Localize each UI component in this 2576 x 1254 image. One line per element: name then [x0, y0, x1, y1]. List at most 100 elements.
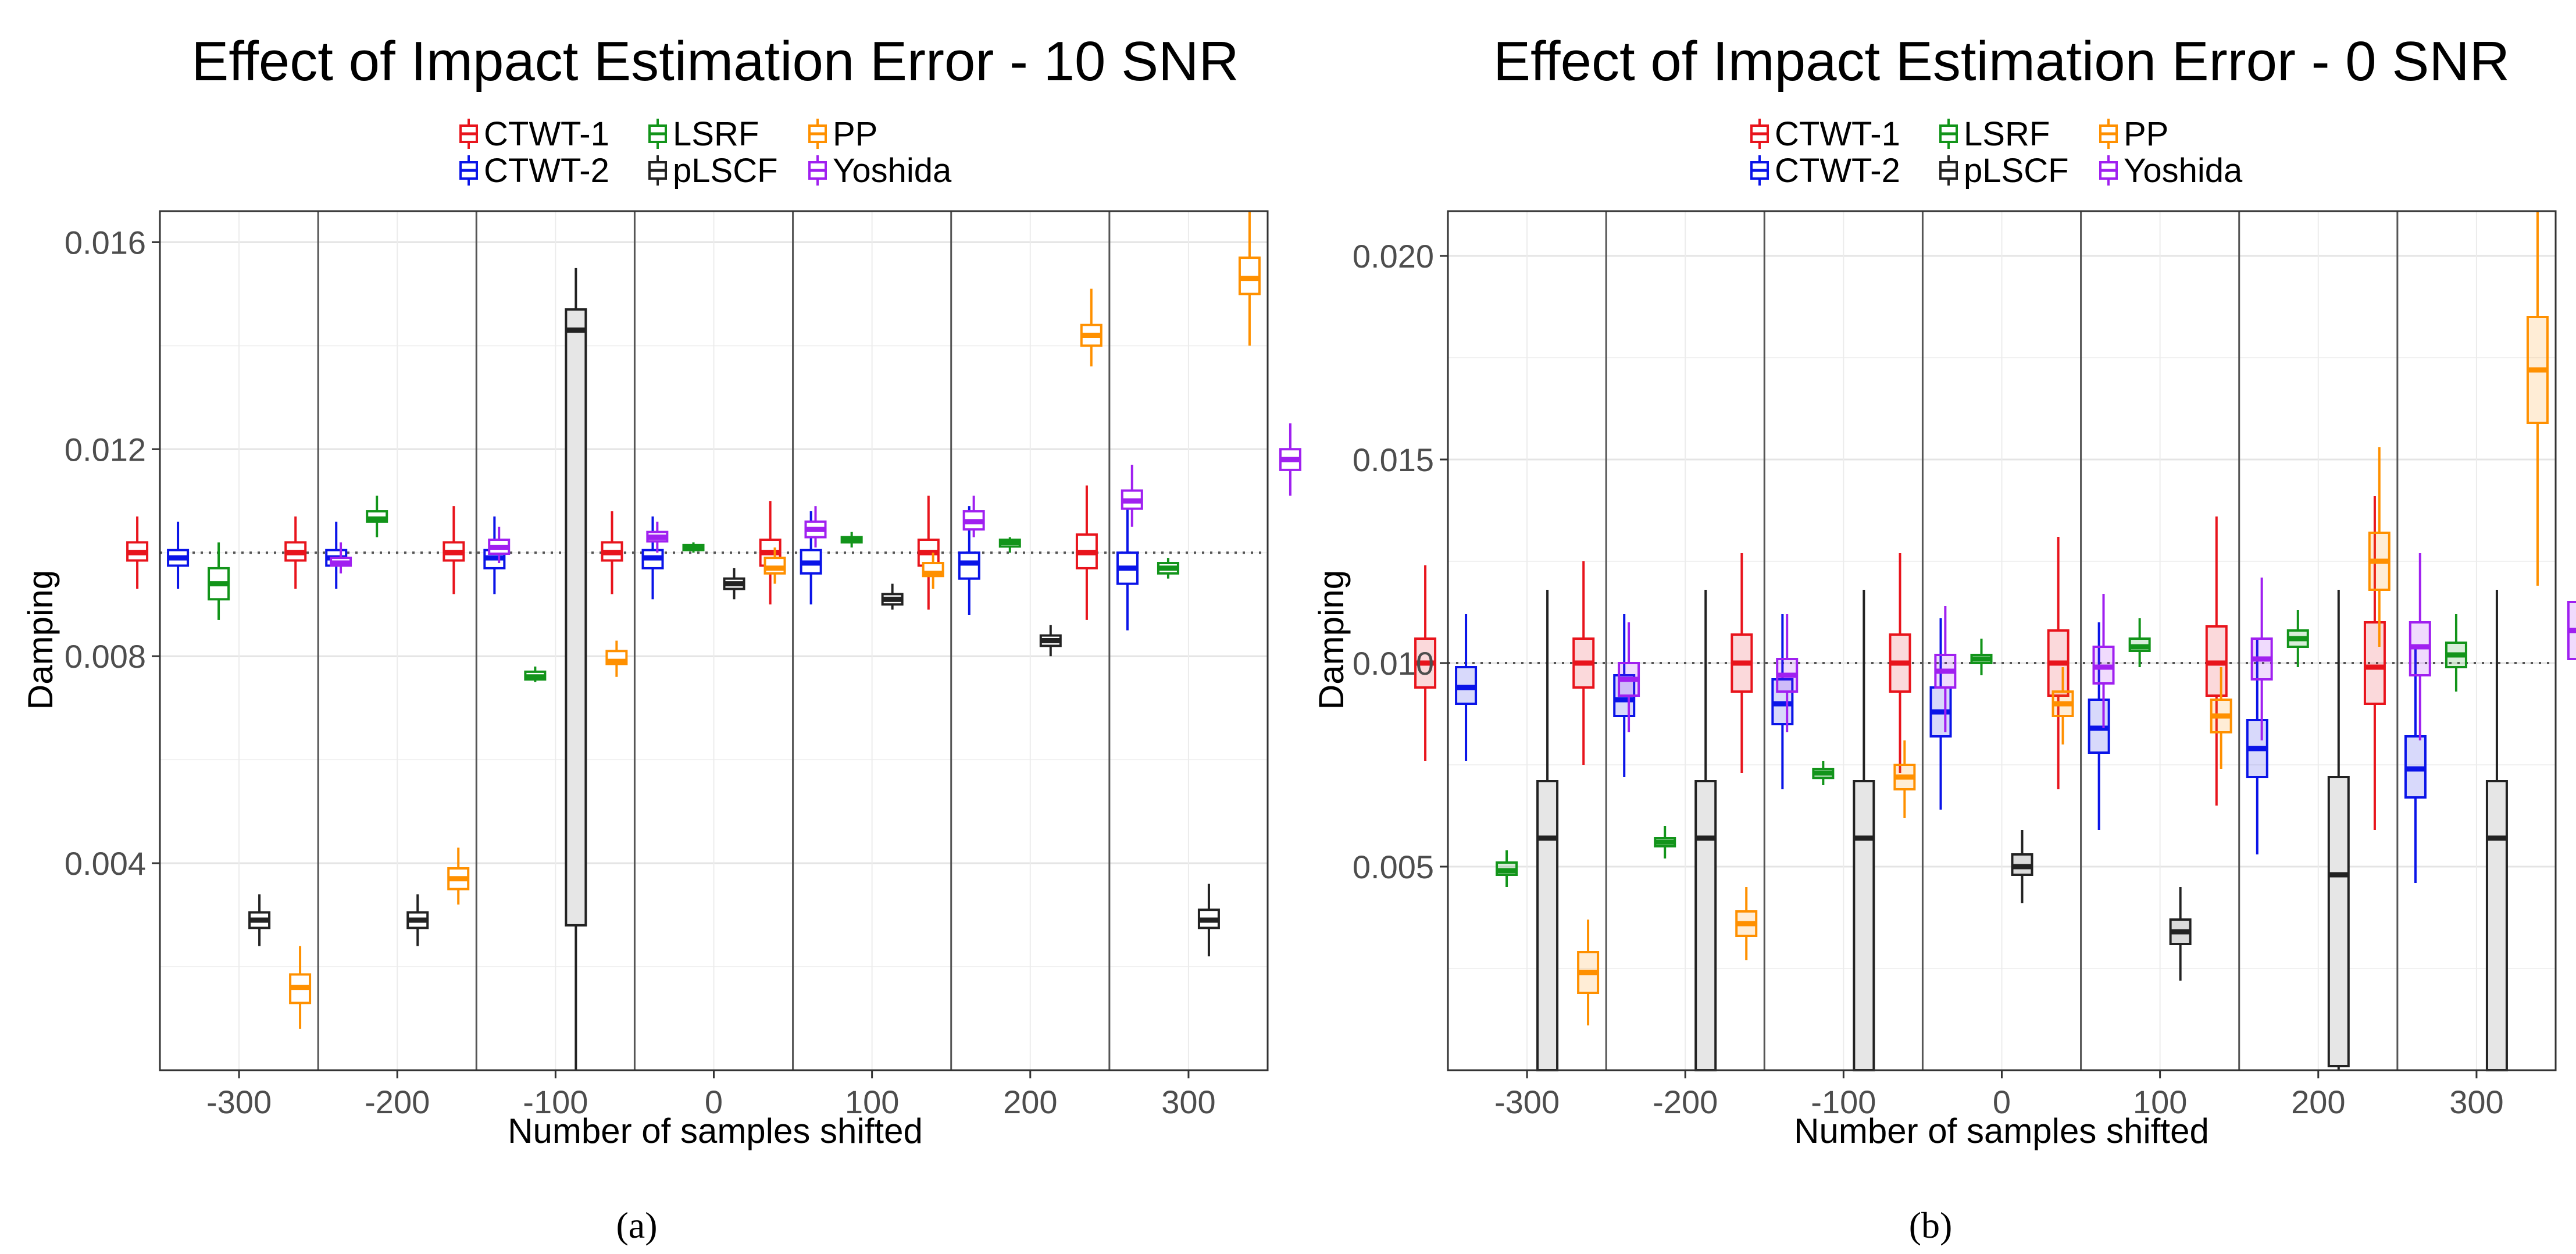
box-iqr	[2485, 780, 2508, 1071]
y-tick-label: 0.005	[1353, 849, 1434, 885]
box-ctwt-1--300	[1414, 565, 1437, 761]
panel-a-y-axis-label: Damping	[21, 570, 60, 710]
box-lsrf--200	[366, 496, 388, 537]
box-lsrf-300	[2445, 614, 2467, 692]
legend-label: LSRF	[1964, 115, 2050, 153]
box-pp-100	[922, 553, 944, 589]
legend-label: CTWT-2	[484, 152, 609, 190]
panel-b-plot: 0.005 0.010 0.015 0.020 -300 -200 -100 0 100 200 3…	[1353, 210, 2576, 1120]
panel-b: Effect of Impact Estimation Error - 0 SN…	[1312, 30, 2576, 1246]
box-iqr	[1853, 780, 1875, 1071]
legend-key-lsrf	[1939, 119, 1958, 149]
box-yoshida--100	[1934, 606, 1957, 732]
x-tick-label: -200	[1653, 1084, 1718, 1120]
legend-key-lsrf	[648, 119, 667, 149]
legend-label: Yoshida	[833, 152, 952, 190]
legend-key-pp	[808, 119, 827, 149]
legend-key-plscf	[1939, 155, 1958, 186]
box-ctwt-1-0	[1889, 553, 1911, 773]
x-tick-label: 200	[2291, 1084, 2345, 1120]
box-ctwt-1-300	[1075, 485, 1098, 620]
y-tick-label: 0.010	[1353, 645, 1434, 682]
panel-a-caption: (a)	[616, 1205, 657, 1246]
box-lsrf--100	[524, 666, 547, 682]
box-yoshida-0	[2092, 594, 2115, 728]
box-ctwt-2-100	[2088, 622, 2110, 830]
box-yoshida--300	[330, 542, 352, 573]
legend-label: CTWT-1	[484, 115, 609, 153]
box-lsrf-200	[998, 537, 1021, 553]
box-lsrf-100	[840, 532, 863, 548]
box-pp-200	[2368, 447, 2391, 647]
x-tick-label: 200	[1003, 1084, 1057, 1120]
legend-label: CTWT-1	[1775, 115, 1900, 153]
box-lsrf-100	[2128, 618, 2151, 667]
box-plscf-200	[2327, 590, 2350, 1070]
box-yoshida--100	[646, 521, 669, 553]
x-tick-label: -200	[365, 1084, 430, 1120]
panel-b-title: Effect of Impact Estimation Error - 0 SN…	[1493, 30, 2510, 92]
box-pp--100	[1893, 740, 1916, 818]
box-iqr	[2363, 621, 2386, 705]
box-iqr	[1536, 780, 1559, 1071]
y-tick-label: 0.012	[65, 431, 146, 468]
box-pp-100	[2210, 667, 2232, 769]
box-pp-300	[1238, 211, 1261, 346]
box-yoshida-300	[2567, 601, 2576, 660]
box-iqr	[2327, 776, 2350, 1067]
x-tick-label: 300	[2449, 1084, 2503, 1120]
box-lsrf-0	[1970, 639, 1993, 675]
box-pp--200	[447, 847, 470, 905]
y-tick-label: 0.008	[65, 638, 146, 675]
box-pp-300	[2526, 211, 2549, 586]
legend-key-ctwt-1	[459, 119, 478, 149]
box-pp-0	[2051, 667, 2074, 744]
legend-label: PP	[833, 115, 877, 153]
box-yoshida--200	[1776, 614, 1799, 732]
box-ctwt-2--300	[167, 521, 190, 589]
box-ctwt-2--100	[1771, 614, 1794, 789]
box-lsrf-0	[682, 542, 705, 553]
panel-a: Effect of Impact Estimation Error - 10 S…	[21, 30, 1301, 1246]
box-pp--300	[1577, 920, 1600, 1025]
box-ctwt-2-200	[958, 506, 980, 615]
box-plscf-100	[881, 583, 904, 610]
panel-b-y-axis-label: Damping	[1312, 570, 1351, 710]
x-tick-label: -100	[1811, 1084, 1876, 1120]
box-ctwt-1--200	[284, 516, 307, 589]
box-ctwt-1-0	[601, 511, 623, 594]
box-plscf--200	[406, 894, 429, 946]
box-iqr	[1694, 780, 1717, 1071]
box-ctwt-2-300	[2404, 647, 2427, 883]
box-plscf--100	[1853, 590, 1875, 1071]
legend-key-pp	[2099, 119, 2118, 149]
box-pp--300	[289, 946, 312, 1029]
box-ctwt-1-200	[2205, 516, 2228, 806]
x-tick-label: -300	[206, 1084, 272, 1120]
legend-key-ctwt-2	[1750, 155, 1769, 186]
box-ctwt-1--100	[1731, 553, 1753, 773]
legend-label: Yoshida	[2124, 152, 2243, 190]
box-ctwt-2-0	[1929, 618, 1952, 810]
box-iqr	[565, 308, 587, 927]
box-lsrf--200	[1654, 826, 1676, 858]
box-lsrf--300	[1496, 850, 1518, 887]
box-lsrf-200	[2286, 610, 2309, 667]
y-tick-label: 0.016	[65, 224, 146, 261]
box-plscf-0	[2011, 830, 2033, 903]
legend-label: pLSCF	[1964, 152, 2069, 190]
box-yoshida-100	[2250, 578, 2273, 740]
box-pp-0	[763, 547, 786, 584]
box-lsrf-300	[1157, 558, 1179, 579]
x-tick-label: 0	[705, 1084, 723, 1120]
y-tick-label: 0.004	[65, 845, 146, 882]
box-ctwt-1--300	[126, 516, 149, 589]
panel-a-plot: 0.004 0.008 0.012 0.016 -300 -200 -100 0 100 200 3…	[65, 210, 1301, 1120]
panel-b-caption: (b)	[1909, 1205, 1953, 1246]
panel-a-title: Effect of Impact Estimation Error - 10 S…	[191, 30, 1239, 92]
box-plscf-200	[1039, 625, 1062, 657]
box-ctwt-1--100	[443, 506, 465, 594]
x-tick-label: 100	[845, 1084, 899, 1120]
x-tick-label: 0	[1993, 1084, 2011, 1120]
